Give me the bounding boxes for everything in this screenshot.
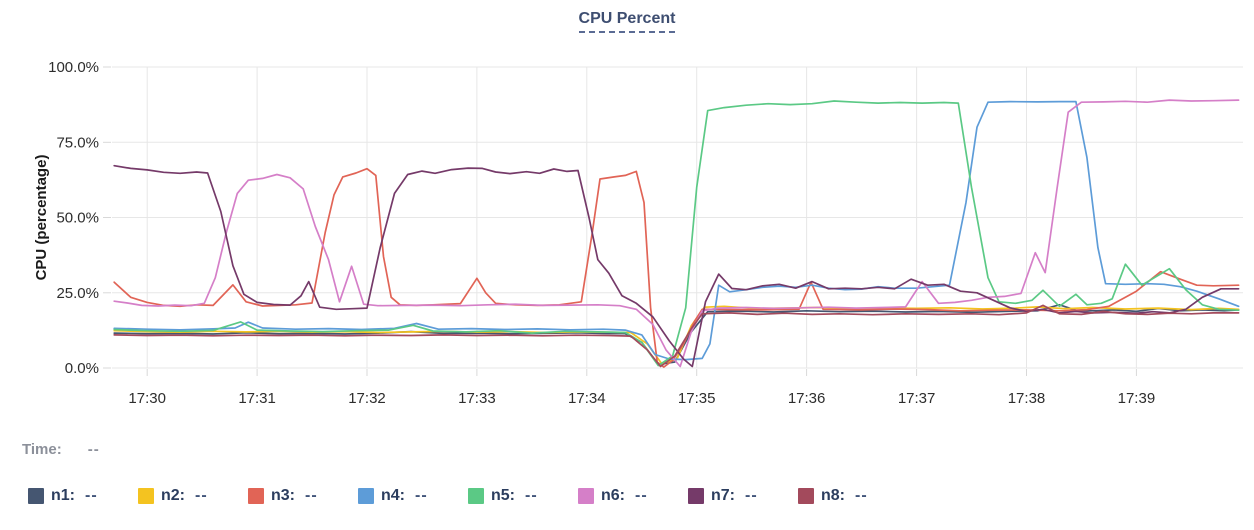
chart-title-text[interactable]: CPU Percent: [578, 10, 676, 33]
series-line-n6: [113, 99, 1240, 368]
series-line-n7: [113, 164, 1240, 368]
legend-item-n2[interactable]: n2: --: [138, 487, 232, 505]
legend-swatch-n1: [28, 488, 44, 504]
y-tick-label: 25.0%: [56, 285, 99, 302]
legend-swatch-n5: [468, 488, 484, 504]
series-line-n5: [113, 100, 1240, 367]
x-tick-label: 17:30: [128, 390, 166, 407]
y-axis-title: CPU (percentage): [33, 155, 50, 281]
series-line-n3: [113, 167, 1240, 368]
legend-label-n5: n5:: [491, 487, 515, 504]
y-tick-label: 0.0%: [65, 360, 99, 377]
legend-label-n1: n1:: [51, 487, 75, 504]
x-tick-label: 17:35: [678, 390, 716, 407]
legend-label-n7: n7:: [711, 487, 735, 504]
legend-label-n8: n8:: [821, 487, 845, 504]
legend-item-n5[interactable]: n5: --: [468, 487, 562, 505]
x-tick-label: 17:33: [458, 390, 496, 407]
legend-value-n4: --: [415, 487, 428, 504]
legend-value-n1: --: [85, 487, 98, 504]
legend-value-n7: --: [745, 487, 758, 504]
legend-value-n2: --: [195, 487, 208, 504]
legend-swatch-n7: [688, 488, 704, 504]
legend-label-n2: n2:: [161, 487, 185, 504]
legend-item-n8[interactable]: n8: --: [798, 487, 892, 505]
legend-item-n7[interactable]: n7: --: [688, 487, 782, 505]
cursor-time-label: Time:: [22, 441, 62, 458]
legend-item-n3[interactable]: n3: --: [248, 487, 342, 505]
series-line-n4: [113, 100, 1240, 361]
x-tick-label: 17:34: [568, 390, 606, 407]
legend-label-n4: n4:: [381, 487, 405, 504]
legend-value-n8: --: [855, 487, 868, 504]
x-tick-label: 17:37: [898, 390, 936, 407]
legend-label-n6: n6:: [601, 487, 625, 504]
x-tick-label: 17:31: [238, 390, 276, 407]
legend-value-n6: --: [635, 487, 648, 504]
legend-label-n3: n3:: [271, 487, 295, 504]
legend-item-n6[interactable]: n6: --: [578, 487, 672, 505]
x-tick-label: 17:38: [1008, 390, 1046, 407]
legend-item-n4[interactable]: n4: --: [358, 487, 452, 505]
x-tick-label: 17:39: [1118, 390, 1156, 407]
cursor-time-row: Time: --: [22, 441, 100, 458]
series-line-n1: [113, 303, 1240, 366]
y-tick-label: 75.0%: [56, 134, 99, 151]
legend-swatch-n8: [798, 488, 814, 504]
legend-swatch-n6: [578, 488, 594, 504]
legend: n1: -- n2: -- n3: -- n4: -- n5: -- n6: -- n7: -- n8: --: [28, 487, 908, 505]
legend-swatch-n3: [248, 488, 264, 504]
legend-item-n1[interactable]: n1: --: [28, 487, 122, 505]
cpu-chart-plot-area[interactable]: 0.0% 25.0% 50.0% 75.0% 100.0% 17:30 17:31 17:32…: [0, 0, 1254, 430]
y-tick-label: 100.0%: [48, 59, 99, 76]
series-line-n8: [113, 304, 1240, 368]
cursor-time-value: --: [87, 441, 100, 458]
legend-swatch-n4: [358, 488, 374, 504]
legend-value-n5: --: [525, 487, 538, 504]
chart-title: CPU Percent: [0, 10, 1254, 33]
x-tick-label: 17:36: [788, 390, 826, 407]
legend-value-n3: --: [305, 487, 318, 504]
x-tick-label: 17:32: [348, 390, 386, 407]
legend-swatch-n2: [138, 488, 154, 504]
y-tick-label: 50.0%: [56, 210, 99, 227]
